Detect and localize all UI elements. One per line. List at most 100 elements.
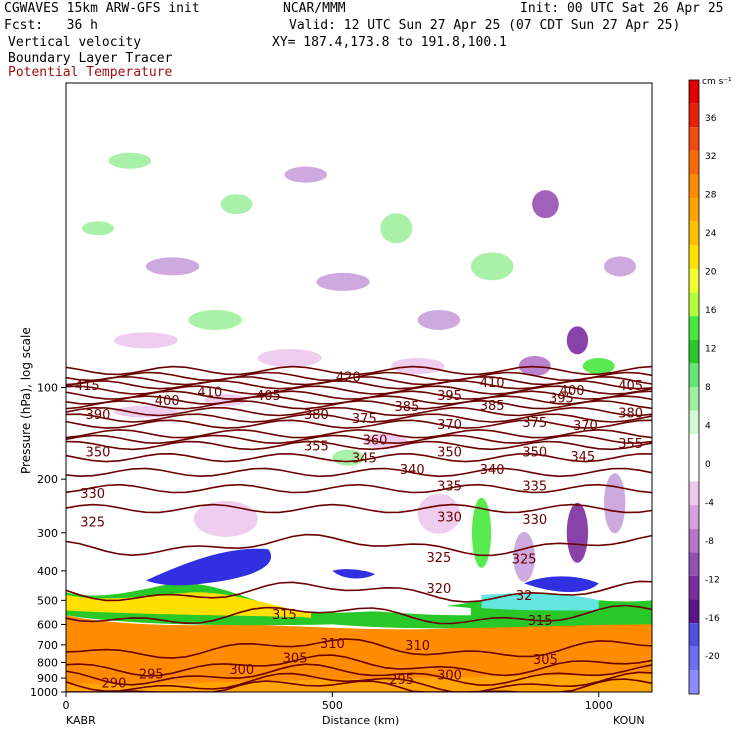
contour-label: 330 [80,487,105,502]
contour-label: 295 [139,668,164,683]
colorbar-tick-label: 24 [705,229,717,239]
colorbar-tick-label: -8 [705,537,714,547]
velocity-patch [582,358,615,375]
contour-label: 405 [256,389,281,404]
colorbar-swatch [689,623,699,647]
contour-label: 310 [405,639,430,654]
y-axis-label: Pressure (hPa), log scale [19,327,33,474]
bl-cyan-region [481,593,599,611]
y-tick-label: 400 [37,565,58,578]
contour-label: 340 [400,463,425,478]
colorbar: 36 32 28 24 20 16 12 8 4 0 -4 -8 -12 -16 -20 [688,79,720,695]
velocity-patch [566,502,589,563]
bl-blue-plume-left [145,548,272,586]
model-title: CGWAVES 15km ARW-GFS init [4,1,200,16]
contour-label: 360 [363,433,388,448]
contour-label: 350 [437,445,462,460]
colorbar-tick-label: 20 [705,268,717,278]
bl-blue-blob [332,569,375,579]
velocity-patch [513,531,535,582]
theta-contour-315 [66,604,652,625]
contour-label: 305 [283,651,308,666]
contour-label: 375 [522,416,547,431]
velocity-patch [566,326,589,355]
colorbar-swatch [689,221,699,246]
y-tick-label: 500 [37,594,58,607]
potential-temperature-contours [66,365,652,692]
contour-label: 355 [304,439,329,454]
colorbar-tick-label: -4 [705,498,714,508]
contour-label: 32 [516,589,533,604]
colorbar-swatch [689,363,699,387]
theta-contour-370 [66,419,652,429]
forecast-hour: Fcst: 36 h [4,18,98,33]
theta-contour-345 [66,452,652,463]
velocity-patch [108,152,152,169]
colorbar-swatch [689,198,699,222]
contour-label: 320 [426,582,451,597]
colorbar-swatch [689,150,699,175]
contour-label: 325 [80,515,105,530]
velocity-patch [471,497,492,568]
contour-label: 385 [395,400,420,415]
contour-label: 385 [480,399,505,414]
xy-range: XY= 187.4,173.8 to 191.8,100.1 [272,35,507,50]
contour-label: 300 [437,668,462,683]
colorbar-tick-label: 16 [705,306,717,316]
contour-label: 315 [272,608,297,623]
theta-contour-330 [66,503,652,514]
contour-label: 405 [618,379,643,394]
contour-label: 370 [573,419,598,434]
colorbar-swatch [689,457,699,482]
theta-contour-355 [66,434,652,445]
x-axis-label: Distance (km) [322,714,400,727]
bl-lower-band [66,673,652,692]
contour-label: 400 [560,384,585,399]
colorbar-swatch [689,80,699,104]
contour-label: 290 [102,676,127,691]
colorbar-swatch [689,127,699,151]
velocity-patch [532,190,559,219]
theta-contour-400 [66,385,652,395]
y-tick-label: 1000 [30,686,58,699]
contour-label: 345 [352,452,377,467]
colorbar-swatch [689,387,699,411]
colorbar-swatch [689,103,699,128]
velocity-patch [284,166,328,183]
theta-contour-340 [66,467,652,478]
y-tick-label: 800 [37,656,58,669]
contour-label: 350 [522,445,547,460]
contour-label: 410 [480,376,505,391]
colorbar-swatch [689,268,699,293]
velocity-patch [604,256,637,277]
contour-label: 375 [352,412,377,427]
colorbar-unit: cm s⁻¹ [702,77,732,87]
contour-label: 335 [522,480,547,495]
colorbar-tick-label: 28 [705,191,717,201]
contour-label: 340 [480,463,505,478]
colorbar-tick-label: 8 [705,383,711,393]
colorbar-tick-label: 36 [705,114,717,124]
field-potential-temperature: Potential Temperature [8,65,173,80]
contour-label: 325 [426,551,451,566]
colorbar-swatch [689,339,699,364]
colorbar-tick-label: 0 [705,460,711,470]
colorbar-swatch [689,575,699,600]
colorbar-swatch [689,552,699,576]
y-tick-label: 900 [37,672,58,685]
bl-white-gap [364,603,471,616]
colorbar-swatch [689,316,699,340]
contour-label: 420 [336,370,361,385]
init-time: Init: 00 UTC Sat 26 Apr 25 [520,1,724,16]
contour-label: 330 [437,510,462,525]
right-station: KOUN [613,714,645,727]
theta-contour-380 [66,406,652,417]
velocity-patch [390,358,445,375]
velocity-patch [257,348,322,367]
colorbar-swatch [689,410,699,435]
colorbar-frame [688,79,700,695]
contour-label: 410 [197,385,222,400]
colorbar-swatch [689,599,699,624]
theta-contour-395 [66,390,652,400]
